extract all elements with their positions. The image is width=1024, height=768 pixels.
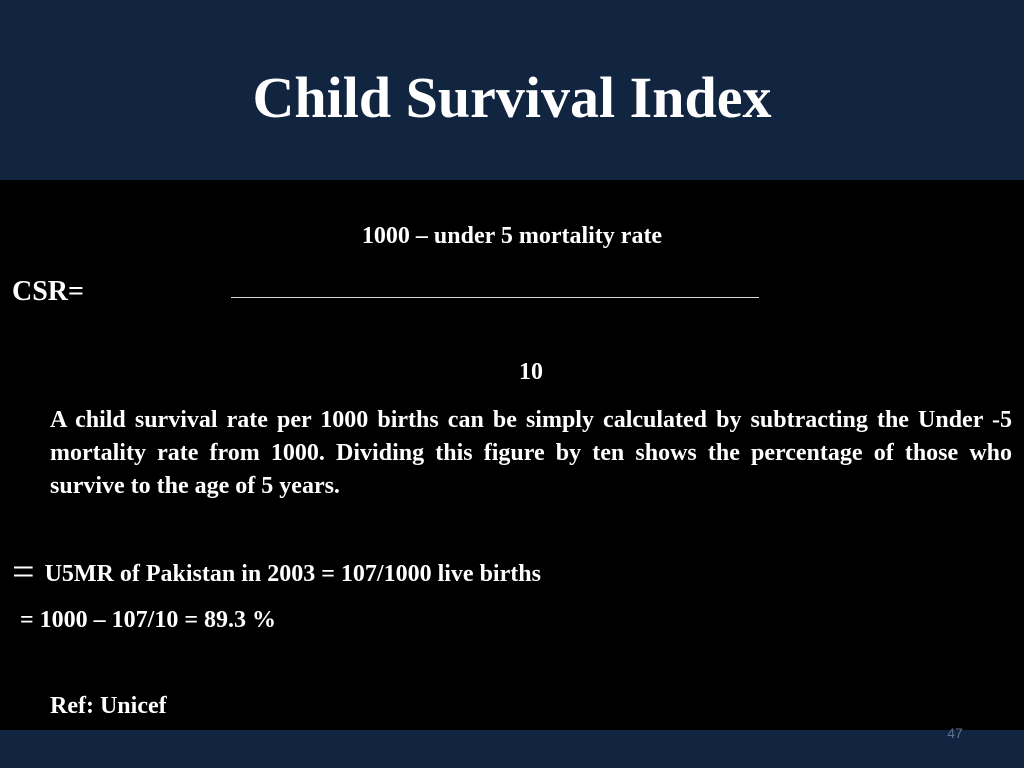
page-number: 47 [947, 725, 963, 741]
equals-bullet: = [12, 549, 35, 594]
slide-header: Child Survival Index [0, 0, 1024, 180]
content-area [0, 180, 1024, 730]
example-line: = U5MR of Pakistan in 2003 = 107/1000 liv… [12, 552, 541, 594]
fraction-bar [231, 297, 759, 298]
formula-denominator: 10 [519, 359, 543, 385]
explanation-text: A child survival rate per 1000 births ca… [50, 407, 1012, 499]
formula-numerator: 1000 – under 5 mortality rate [361, 223, 663, 249]
reference-line: Ref: Unicef [50, 693, 167, 719]
formula-label: CSR= [12, 276, 84, 307]
slide-title: Child Survival Index [252, 65, 772, 130]
calculation-line: = 1000 – 107/10 = 89.3 % [20, 607, 277, 633]
example-text: U5MR of Pakistan in 2003 = 107/1000 live… [44, 561, 541, 587]
